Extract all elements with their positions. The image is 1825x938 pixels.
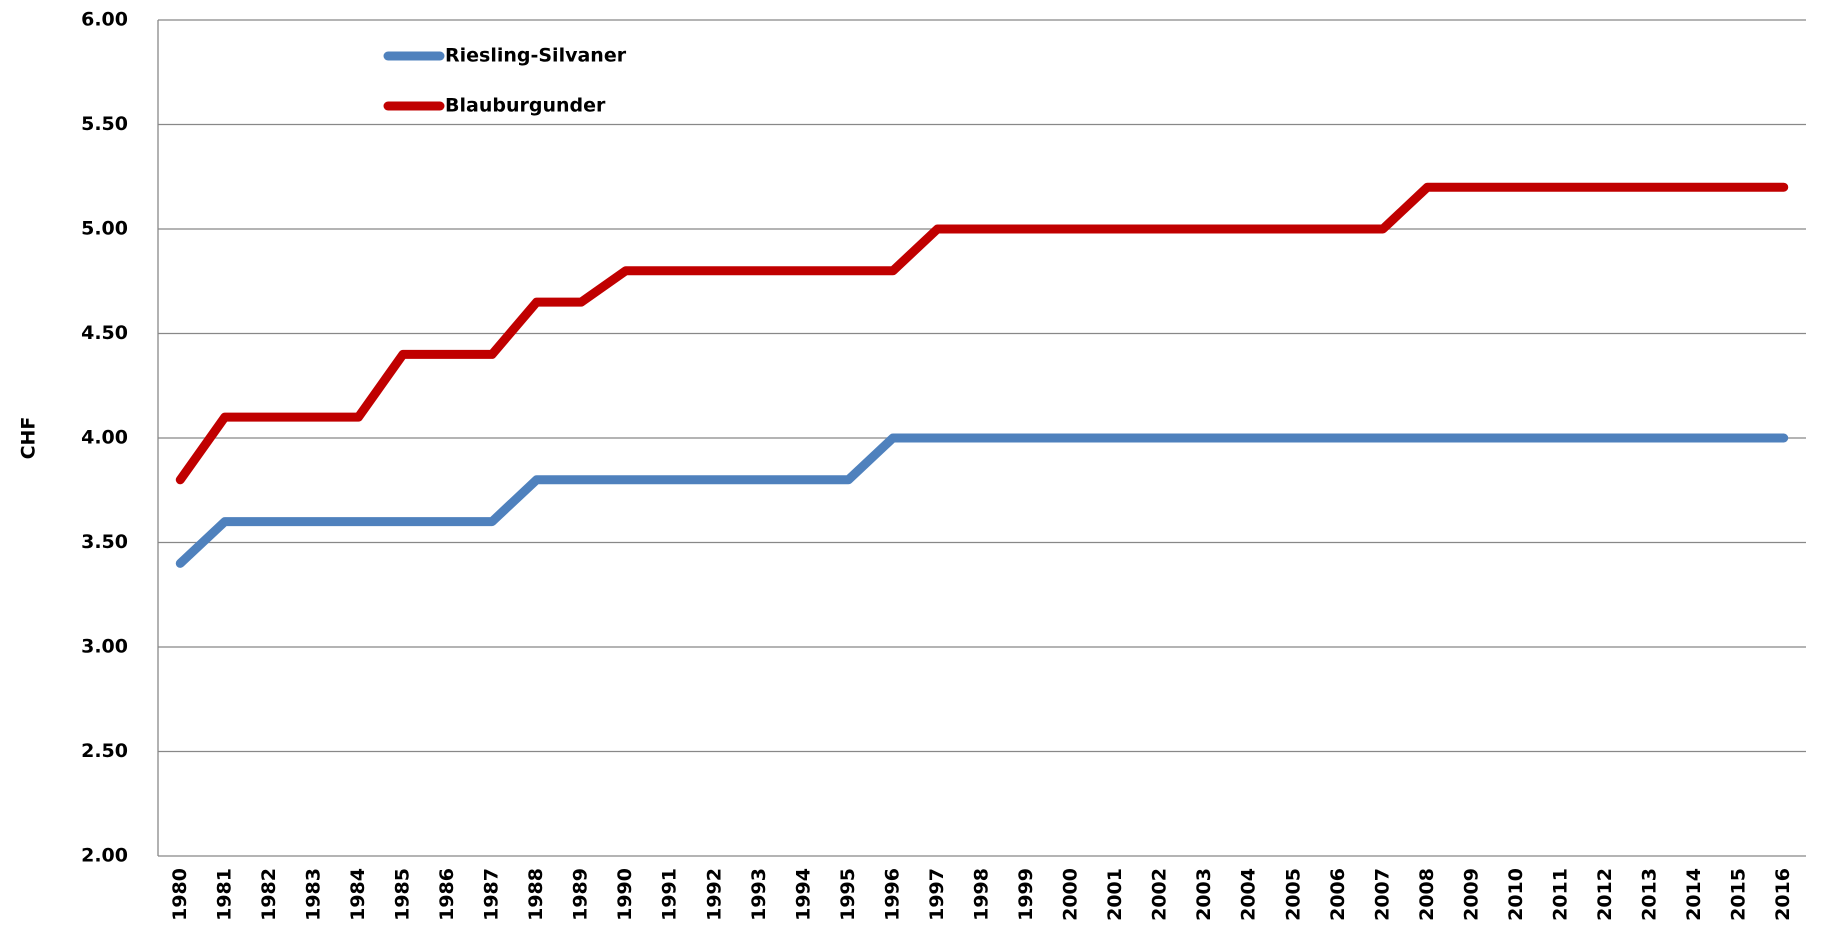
x-tick-label: 1993 <box>748 868 770 921</box>
x-tick-label: 2000 <box>1060 868 1082 921</box>
x-tick-label: 1995 <box>837 868 859 921</box>
x-tick-label: 1983 <box>302 868 324 921</box>
x-tick-label: 1992 <box>703 868 725 921</box>
y-tick-label: 5.50 <box>81 113 128 135</box>
x-tick-label: 1989 <box>570 868 592 921</box>
x-tick-label: 2016 <box>1772 868 1794 921</box>
x-tick-label: 2003 <box>1193 868 1215 921</box>
x-tick-label: 1985 <box>391 868 413 921</box>
x-tick-label: 1998 <box>971 868 993 921</box>
y-tick-label: 4.50 <box>81 322 128 344</box>
x-tick-label: 2012 <box>1594 868 1616 921</box>
x-tick-label: 1996 <box>881 868 903 921</box>
y-tick-label: 5.00 <box>81 218 128 240</box>
x-tick-label: 1999 <box>1015 868 1037 921</box>
x-tick-label: 2011 <box>1550 868 1572 921</box>
legend-label: Riesling-Silvaner <box>445 45 627 67</box>
x-tick-label: 1997 <box>926 868 948 921</box>
x-tick-label: 2008 <box>1416 868 1438 921</box>
y-tick-label: 3.50 <box>81 531 128 553</box>
x-tick-label: 1980 <box>169 868 191 921</box>
y-tick-label: 3.00 <box>81 636 128 658</box>
line-series <box>175 433 1789 568</box>
x-tick-label: 1991 <box>659 868 681 921</box>
y-tick-label: 2.50 <box>81 740 128 762</box>
x-tick-label: 1986 <box>436 868 458 921</box>
x-tick-label: 1982 <box>258 868 280 921</box>
x-tick-label: 2010 <box>1505 868 1527 921</box>
x-tick-label: 2004 <box>1238 868 1260 921</box>
y-tick-label: 2.00 <box>81 845 128 867</box>
x-tick-label: 2002 <box>1149 868 1171 921</box>
x-tick-label: 2009 <box>1460 868 1482 921</box>
x-tick-label: 1984 <box>347 868 369 921</box>
x-tick-label: 1994 <box>792 868 814 921</box>
x-tick-label: 1987 <box>481 868 503 921</box>
x-tick-label: 1981 <box>213 868 235 921</box>
x-tick-label: 2015 <box>1728 868 1750 921</box>
x-tick-label: 2005 <box>1282 868 1304 921</box>
line-series <box>175 182 1789 485</box>
x-tick-label: 2006 <box>1327 868 1349 921</box>
x-tick-label: 2013 <box>1639 868 1661 921</box>
x-tick-label: 2007 <box>1371 868 1393 921</box>
x-tick-label: 1988 <box>525 868 547 921</box>
y-tick-label: 4.00 <box>81 427 128 449</box>
y-tick-label: 6.00 <box>81 9 128 31</box>
x-tick-label: 1990 <box>614 868 636 921</box>
x-tick-label: 2014 <box>1683 868 1705 921</box>
x-tick-label: 2001 <box>1104 868 1126 921</box>
y-axis-label: CHF <box>18 417 40 460</box>
legend-label: Blauburgunder <box>445 95 606 117</box>
